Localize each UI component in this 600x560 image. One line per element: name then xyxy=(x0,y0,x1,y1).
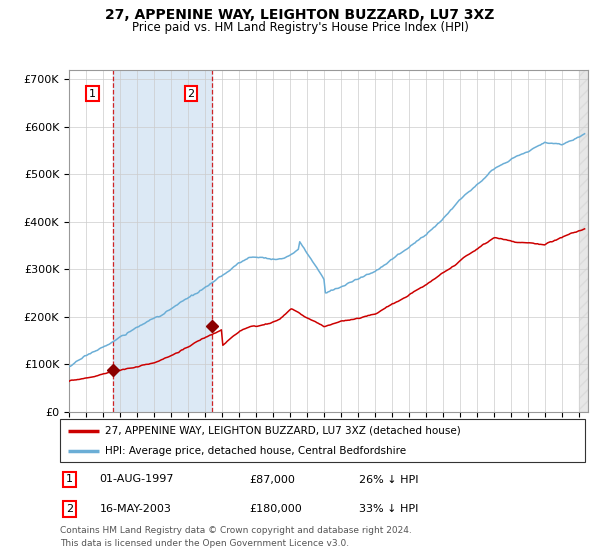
Text: Price paid vs. HM Land Registry's House Price Index (HPI): Price paid vs. HM Land Registry's House … xyxy=(131,21,469,34)
Text: 1: 1 xyxy=(89,88,96,99)
Text: £180,000: £180,000 xyxy=(249,504,302,514)
FancyBboxPatch shape xyxy=(60,419,585,462)
Text: HPI: Average price, detached house, Central Bedfordshire: HPI: Average price, detached house, Cent… xyxy=(104,446,406,455)
Text: 1: 1 xyxy=(66,474,73,484)
Text: 26% ↓ HPI: 26% ↓ HPI xyxy=(359,474,419,484)
Text: 16-MAY-2003: 16-MAY-2003 xyxy=(100,504,171,514)
Text: 27, APPENINE WAY, LEIGHTON BUZZARD, LU7 3XZ (detached house): 27, APPENINE WAY, LEIGHTON BUZZARD, LU7 … xyxy=(104,426,460,436)
Text: 2: 2 xyxy=(66,504,73,514)
Text: 27, APPENINE WAY, LEIGHTON BUZZARD, LU7 3XZ: 27, APPENINE WAY, LEIGHTON BUZZARD, LU7 … xyxy=(106,8,494,22)
Text: Contains HM Land Registry data © Crown copyright and database right 2024.
This d: Contains HM Land Registry data © Crown c… xyxy=(60,526,412,548)
Text: 01-AUG-1997: 01-AUG-1997 xyxy=(100,474,174,484)
Bar xyxy=(580,70,588,412)
Bar xyxy=(113,70,212,412)
Text: £87,000: £87,000 xyxy=(249,474,295,484)
Text: 33% ↓ HPI: 33% ↓ HPI xyxy=(359,504,419,514)
Text: 2: 2 xyxy=(188,88,194,99)
